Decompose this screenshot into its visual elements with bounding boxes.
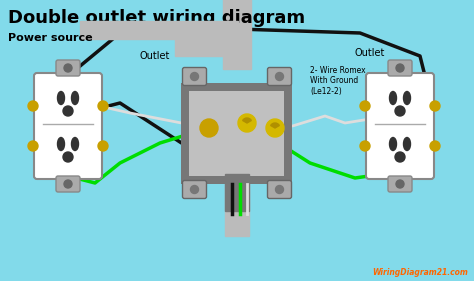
Ellipse shape: [390, 137, 396, 151]
Circle shape: [395, 106, 405, 116]
Text: Power source: Power source: [8, 33, 92, 43]
Text: 2- Wire Romex
With Ground
(Le12-2): 2- Wire Romex With Ground (Le12-2): [310, 66, 365, 96]
Circle shape: [430, 141, 440, 151]
Circle shape: [396, 64, 404, 72]
Circle shape: [64, 180, 72, 188]
FancyBboxPatch shape: [56, 60, 80, 76]
Bar: [225, 173, 249, 210]
Circle shape: [200, 119, 218, 137]
Circle shape: [28, 141, 38, 151]
Bar: [190, 90, 284, 176]
FancyBboxPatch shape: [267, 67, 292, 85]
Circle shape: [430, 101, 440, 111]
Ellipse shape: [403, 92, 410, 105]
Bar: [223, 0, 251, 69]
Ellipse shape: [403, 137, 410, 151]
FancyBboxPatch shape: [388, 60, 412, 76]
FancyBboxPatch shape: [388, 176, 412, 192]
Ellipse shape: [72, 92, 79, 105]
FancyBboxPatch shape: [366, 73, 434, 179]
Circle shape: [98, 141, 108, 151]
Text: Double outlet wiring diagram: Double outlet wiring diagram: [8, 9, 305, 27]
Circle shape: [28, 101, 38, 111]
FancyBboxPatch shape: [56, 176, 80, 192]
Bar: [175, 36, 237, 56]
Circle shape: [360, 141, 370, 151]
Ellipse shape: [390, 92, 396, 105]
Circle shape: [63, 152, 73, 162]
Circle shape: [275, 185, 283, 194]
Circle shape: [64, 64, 72, 72]
Circle shape: [63, 106, 73, 116]
Wedge shape: [243, 118, 251, 123]
Text: WiringDiagram21.com: WiringDiagram21.com: [372, 268, 468, 277]
Wedge shape: [271, 123, 279, 128]
Text: Outlet: Outlet: [355, 48, 385, 58]
FancyBboxPatch shape: [182, 180, 207, 198]
Circle shape: [360, 101, 370, 111]
Wedge shape: [266, 119, 284, 137]
Circle shape: [275, 72, 283, 80]
Bar: [182, 83, 292, 183]
Circle shape: [395, 152, 405, 162]
Bar: [80, 21, 238, 39]
Circle shape: [191, 185, 199, 194]
Text: Outlet: Outlet: [140, 51, 170, 61]
FancyBboxPatch shape: [34, 73, 102, 179]
Ellipse shape: [72, 137, 79, 151]
Circle shape: [98, 101, 108, 111]
FancyBboxPatch shape: [267, 180, 292, 198]
Wedge shape: [238, 114, 256, 132]
Ellipse shape: [57, 137, 64, 151]
FancyBboxPatch shape: [182, 67, 207, 85]
Ellipse shape: [57, 92, 64, 105]
Bar: [225, 171, 249, 235]
Circle shape: [191, 72, 199, 80]
Circle shape: [396, 180, 404, 188]
